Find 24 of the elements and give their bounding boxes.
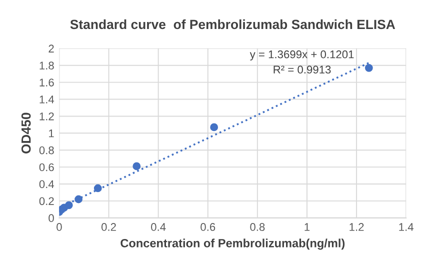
y-tick-label: 2 xyxy=(48,44,54,52)
x-axis-title: Concentration of Pembrolizumab(ng/ml) xyxy=(120,238,345,250)
y-axis-title: OD450 xyxy=(21,112,31,154)
x-tick-label: 1 xyxy=(304,223,310,231)
y-tick-label: 0.2 xyxy=(39,197,54,206)
x-tick-label: 0.4 xyxy=(151,223,166,231)
chart-title: Standard curve of Pembrolizumab Sandwich ELISA xyxy=(70,19,396,30)
x-tick-label: 1.2 xyxy=(350,223,364,231)
annotation: y = 1.3699x + 0.1201 xyxy=(250,50,354,60)
y-tick-label: 1.6 xyxy=(40,78,54,86)
x-tick-label: 1.4 xyxy=(399,223,414,231)
y-tick-label: 1.4 xyxy=(40,96,54,104)
x-tick-label: 0.6 xyxy=(200,223,216,231)
y-tick-label: 1.2 xyxy=(40,112,54,120)
y-tick-label: 1 xyxy=(49,130,54,138)
x-tick-label: 0 xyxy=(56,223,62,231)
annotation: R² = 0.9913 xyxy=(274,66,331,74)
y-tick-label: 1.8 xyxy=(40,62,54,70)
y-tick-label: 0.8 xyxy=(39,146,54,154)
y-tick-label: 0.6 xyxy=(39,163,54,172)
y-tick-label: 0.4 xyxy=(39,180,54,188)
x-tick-label: 0.8 xyxy=(250,223,265,231)
y-tick-label: 0 xyxy=(48,214,54,222)
x-tick-label: 0.2 xyxy=(101,223,116,231)
